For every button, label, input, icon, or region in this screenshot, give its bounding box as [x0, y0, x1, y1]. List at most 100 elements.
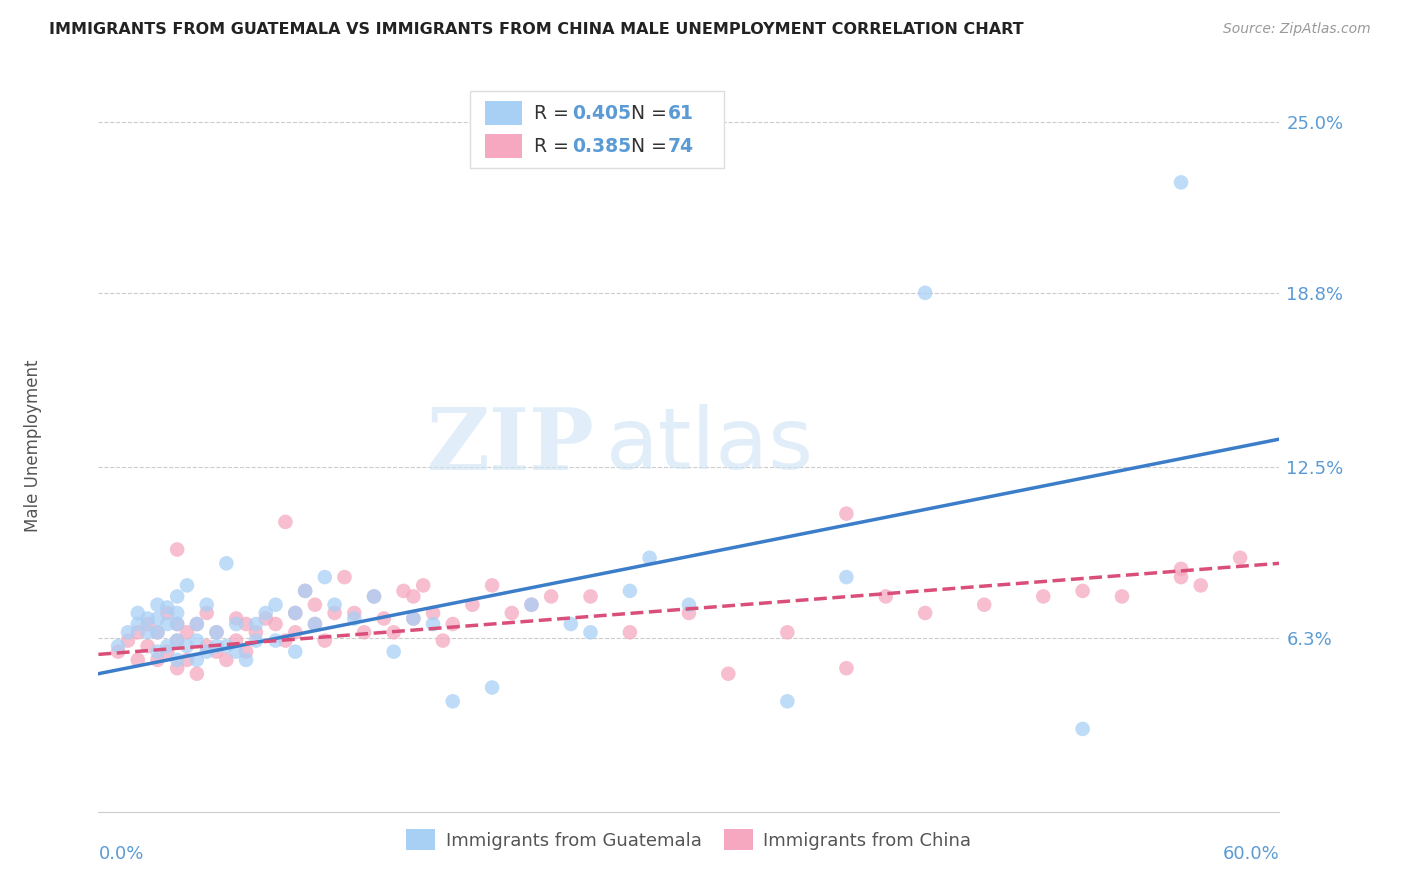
Point	[284, 645, 307, 659]
Point	[186, 617, 208, 632]
Point	[540, 590, 562, 604]
Point	[363, 590, 385, 604]
Point	[136, 611, 159, 625]
Point	[835, 661, 858, 675]
Point	[176, 625, 198, 640]
Point	[127, 653, 149, 667]
Text: N =: N =	[631, 103, 671, 123]
Point	[156, 606, 179, 620]
Point	[186, 666, 208, 681]
Point	[678, 598, 700, 612]
Point	[254, 611, 277, 625]
Point	[776, 625, 799, 640]
Point	[156, 617, 179, 632]
Point	[195, 598, 218, 612]
Point	[176, 639, 198, 653]
Point	[619, 625, 641, 640]
Point	[264, 633, 287, 648]
Point	[343, 606, 366, 620]
Point	[186, 653, 208, 667]
Text: 60.0%: 60.0%	[1223, 845, 1279, 863]
Point	[215, 639, 238, 653]
Point	[264, 598, 287, 612]
Point	[1170, 570, 1192, 584]
Point	[914, 606, 936, 620]
Point	[127, 617, 149, 632]
Point	[186, 633, 208, 648]
Point	[323, 598, 346, 612]
Point	[1071, 583, 1094, 598]
Point	[225, 611, 247, 625]
Point	[392, 583, 415, 598]
Point	[481, 578, 503, 592]
Point	[402, 611, 425, 625]
Point	[314, 570, 336, 584]
Point	[245, 633, 267, 648]
Bar	[485, 135, 523, 158]
Text: R =: R =	[534, 136, 572, 155]
Point	[284, 625, 307, 640]
Text: Source: ZipAtlas.com: Source: ZipAtlas.com	[1223, 22, 1371, 37]
Point	[195, 639, 218, 653]
Point	[146, 625, 169, 640]
Point	[205, 625, 228, 640]
Point	[1229, 550, 1251, 565]
Point	[560, 617, 582, 632]
Point	[166, 606, 188, 620]
Point	[1111, 590, 1133, 604]
Point	[225, 645, 247, 659]
Text: N =: N =	[631, 136, 671, 155]
Point	[225, 617, 247, 632]
Point	[402, 590, 425, 604]
Text: 0.405: 0.405	[572, 103, 631, 123]
Text: R =: R =	[534, 103, 572, 123]
Point	[146, 611, 169, 625]
Point	[195, 645, 218, 659]
Point	[304, 617, 326, 632]
Point	[776, 694, 799, 708]
Point	[835, 507, 858, 521]
Point	[166, 617, 188, 632]
Point	[1189, 578, 1212, 592]
Point	[264, 617, 287, 632]
Point	[235, 617, 257, 632]
Point	[245, 625, 267, 640]
Point	[284, 606, 307, 620]
Point	[166, 617, 188, 632]
Point	[638, 550, 661, 565]
Point	[127, 625, 149, 640]
Point	[156, 645, 179, 659]
Point	[343, 611, 366, 625]
Point	[274, 515, 297, 529]
Point	[127, 606, 149, 620]
Point	[166, 542, 188, 557]
Point	[875, 590, 897, 604]
Point	[373, 611, 395, 625]
Text: 74: 74	[668, 136, 693, 155]
Point	[501, 606, 523, 620]
Point	[382, 645, 405, 659]
Point	[205, 639, 228, 653]
Point	[136, 639, 159, 653]
Point	[166, 590, 188, 604]
Point	[835, 570, 858, 584]
Point	[412, 578, 434, 592]
Point	[914, 285, 936, 300]
Point	[107, 639, 129, 653]
Point	[107, 645, 129, 659]
Legend: Immigrants from Guatemala, Immigrants from China: Immigrants from Guatemala, Immigrants fr…	[399, 822, 979, 857]
Point	[156, 639, 179, 653]
Point	[382, 625, 405, 640]
Point	[205, 645, 228, 659]
Point	[579, 590, 602, 604]
Point	[481, 681, 503, 695]
Point	[323, 606, 346, 620]
Point	[186, 617, 208, 632]
Point	[117, 633, 139, 648]
Point	[678, 606, 700, 620]
Point	[304, 598, 326, 612]
Point	[1170, 175, 1192, 189]
Point	[579, 625, 602, 640]
Text: ZIP: ZIP	[426, 404, 595, 488]
Point	[717, 666, 740, 681]
